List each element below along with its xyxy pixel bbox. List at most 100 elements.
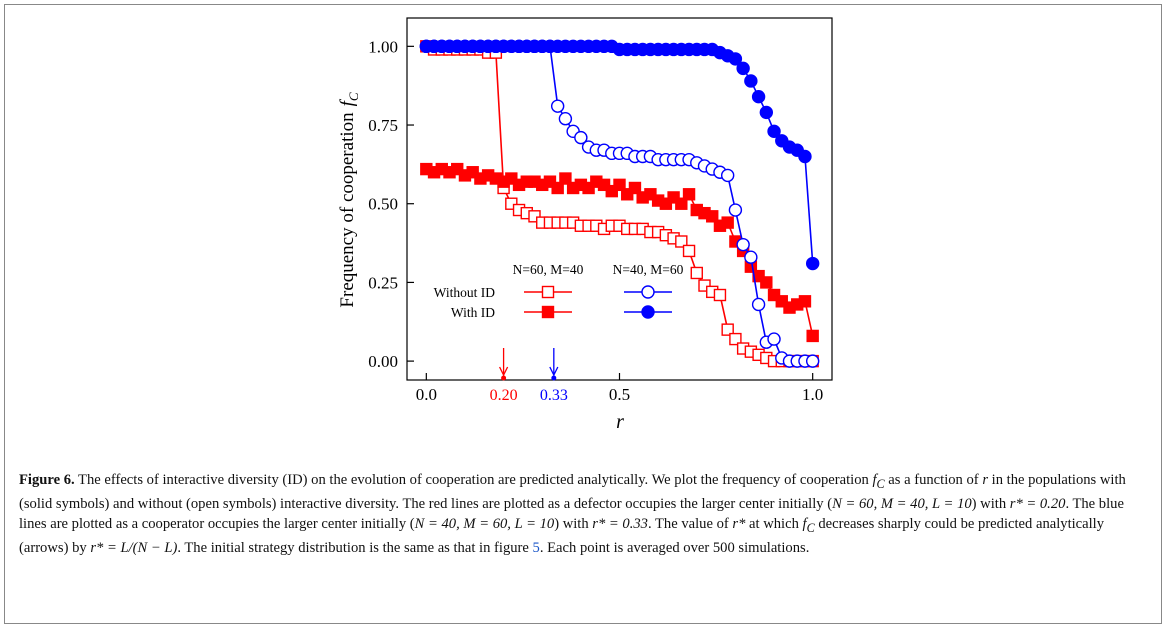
x-tick-label: 0.5 [609,385,630,404]
data-point [667,191,680,204]
legend-marker [641,305,655,319]
legend-marker [541,305,555,319]
data-point [752,269,765,283]
caption-label: Figure 6. [19,472,75,488]
caption-text: C [806,520,815,535]
data-point [767,124,781,139]
caption-text: as a function of [884,472,983,488]
chart: Frequency of cooperation fC r 0.00 0.25 0.5… [337,17,833,433]
data-point [767,332,781,346]
data-point [744,74,758,88]
data-point [451,162,464,176]
data-point [720,168,735,183]
data-point [644,188,657,201]
data-point [721,323,734,336]
legend-marker [641,285,655,299]
data-point [798,295,812,308]
data-point [559,172,572,185]
y-tick-label: 0.50 [368,195,398,214]
arrow-dot [551,375,557,381]
data-point [805,354,820,368]
data-point [659,197,673,210]
data-point [597,178,611,192]
legend-column-header: N=60, M=40 [513,262,584,277]
y-axis-label-text: Frequency of cooperation [337,112,358,308]
arrow-label: 0.20 [490,387,518,404]
data-point [805,256,820,271]
data-point [751,89,766,104]
y-axis-subscript: C [346,92,361,101]
x-tick-label: 0.0 [416,385,437,404]
data-point [682,244,696,258]
legend-marker [541,285,555,299]
data-point [736,61,750,76]
caption: Figure 6. The effects of interactive div… [19,470,1151,558]
caption-text: at which [745,515,803,532]
data-point [466,166,479,179]
data-point [706,210,719,223]
y-axis-label: Frequency of cooperation fC [337,92,361,308]
data-point [613,178,626,192]
data-point [675,197,688,210]
data-point [605,184,618,198]
data-point [574,130,588,145]
caption-text: r [982,472,988,488]
data-point [729,332,742,346]
figure-link[interactable]: 5 [532,539,540,556]
caption-text: . The value of [647,515,733,532]
arrow-dot [501,375,507,381]
data-point [728,203,743,217]
data-point [798,149,812,164]
data-point [759,105,774,120]
data-point [806,329,819,343]
y-axis-symbol: f [337,98,358,106]
caption-text: ) with [971,495,1010,512]
arrow-label: 0.33 [540,387,568,404]
data-point [621,188,634,201]
caption-text: r* = L/(N − L) [90,539,178,556]
y-tick-label: 0.75 [368,116,398,135]
data-point [505,197,518,210]
data-point [698,279,711,292]
caption-text: N = 40, M = 60, L = 10 [414,515,555,532]
caption-text: C [876,476,885,491]
y-tick-label: 0.25 [368,273,398,292]
data-point [528,210,541,223]
data-point [721,216,734,229]
caption-text: ) with [554,515,593,532]
data-point [713,288,727,302]
caption-text: in the populations with (solid symbols) … [19,472,1126,512]
data-point [736,237,750,252]
legend-row-label: Without ID [434,285,496,300]
data-point [628,181,642,195]
y-tick-label: 1.00 [368,37,398,56]
data-point [543,175,557,188]
legend-column-header: N=40, M=60 [613,262,684,277]
data-point [682,188,696,201]
caption-text: . The blue lines are plotted as a cooper… [19,495,1124,532]
caption-text: The effects of interactive diversity (ID… [74,472,873,488]
arrow-head [499,366,509,377]
data-point [751,297,766,312]
data-point [767,288,781,302]
data-point [775,295,788,308]
plot-frame [406,17,833,381]
caption-text: . Each point is averaged over 500 simula… [539,539,810,556]
arrow-head [549,366,559,377]
data-point [505,172,518,185]
y-tick-label: 0.00 [368,352,398,371]
caption-text: r* = 0.20 [1009,495,1066,512]
x-tick-label: 1.0 [802,385,823,404]
caption-text: r* = 0.33 [592,515,648,532]
data-point [582,181,595,195]
data-point [744,250,758,264]
caption-text: f [872,472,877,488]
caption-text: N = 60, M = 40, L = 10 [832,495,972,512]
legend-row-label: With ID [451,305,495,320]
caption-text: r* [732,515,746,532]
data-point [760,276,773,289]
caption-text: f [802,515,807,532]
data-point [675,235,688,248]
caption-text: decreases sharply could be predicted ana… [19,515,1105,556]
